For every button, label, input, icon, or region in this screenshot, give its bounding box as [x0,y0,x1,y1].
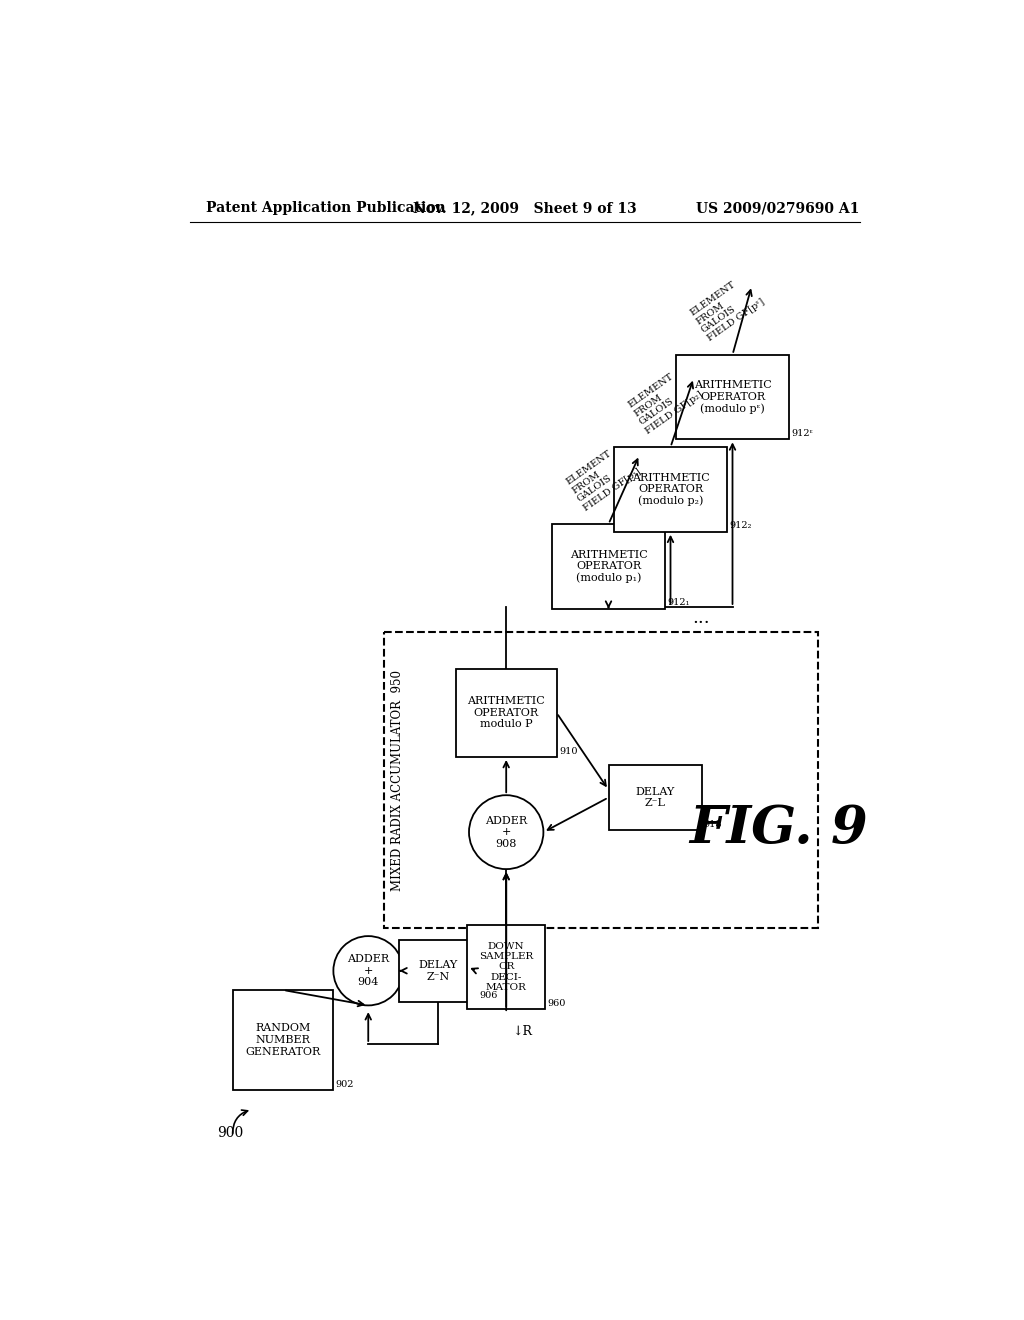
Bar [614,447,727,532]
Bar [467,924,545,1010]
Bar [456,668,557,758]
Text: ELEMENT
FROM
GALOIS
FIELD GF[pᵋ]: ELEMENT FROM GALOIS FIELD GF[pᵋ] [688,272,766,343]
Bar [552,524,665,609]
Circle shape [469,795,544,869]
Text: 900: 900 [217,1126,244,1140]
Bar [232,990,334,1090]
Text: MIXED RADIX ACCUMULATOR  950: MIXED RADIX ACCUMULATOR 950 [391,669,404,891]
Text: US 2009/0279690 A1: US 2009/0279690 A1 [696,202,859,215]
Text: DOWN
SAMPLER
OR
DECI-
MATOR: DOWN SAMPLER OR DECI- MATOR [479,941,534,993]
Text: Patent Application Publication: Patent Application Publication [206,202,445,215]
Bar [399,940,477,1002]
Text: RANDOM
NUMBER
GENERATOR: RANDOM NUMBER GENERATOR [246,1023,321,1056]
Text: FIG. 9: FIG. 9 [689,803,868,854]
Text: ADDER
+
904: ADDER + 904 [347,954,389,987]
Text: ELEMENT
FROM
GALOIS
FIELD GF[p₁]: ELEMENT FROM GALOIS FIELD GF[p₁] [564,441,643,512]
Text: 912₂: 912₂ [729,521,752,531]
Bar [384,632,818,928]
Text: 906: 906 [479,991,498,1001]
Text: ARITHMETIC
OPERATOR
modulo P: ARITHMETIC OPERATOR modulo P [467,696,545,730]
Bar [608,764,701,830]
Text: DELAY
Z⁻L: DELAY Z⁻L [635,787,675,808]
Text: 960: 960 [547,999,565,1007]
Text: Nov. 12, 2009   Sheet 9 of 13: Nov. 12, 2009 Sheet 9 of 13 [413,202,637,215]
Text: 918: 918 [703,820,722,829]
Text: 910: 910 [559,747,578,755]
Text: ADDER
+
908: ADDER + 908 [485,816,527,849]
Bar [676,355,788,440]
Text: 902: 902 [336,1080,354,1089]
Text: ELEMENT
FROM
GALOIS
FIELD GF[p₂]: ELEMENT FROM GALOIS FIELD GF[p₂] [626,364,705,436]
Text: ARITHMETIC
OPERATOR
(modulo p₁): ARITHMETIC OPERATOR (modulo p₁) [569,549,647,583]
Text: ARITHMETIC
OPERATOR
(modulo p₂): ARITHMETIC OPERATOR (modulo p₂) [632,473,710,507]
Circle shape [334,936,403,1006]
Text: ...: ... [692,610,711,627]
Text: DELAY
Z⁻N: DELAY Z⁻N [419,960,458,982]
Text: ARITHMETIC
OPERATOR
(modulo pᵋ): ARITHMETIC OPERATOR (modulo pᵋ) [693,380,771,414]
Text: 912ᵋ: 912ᵋ [791,429,813,438]
Text: ↓R: ↓R [512,1024,532,1038]
Text: 912₁: 912₁ [667,598,689,607]
